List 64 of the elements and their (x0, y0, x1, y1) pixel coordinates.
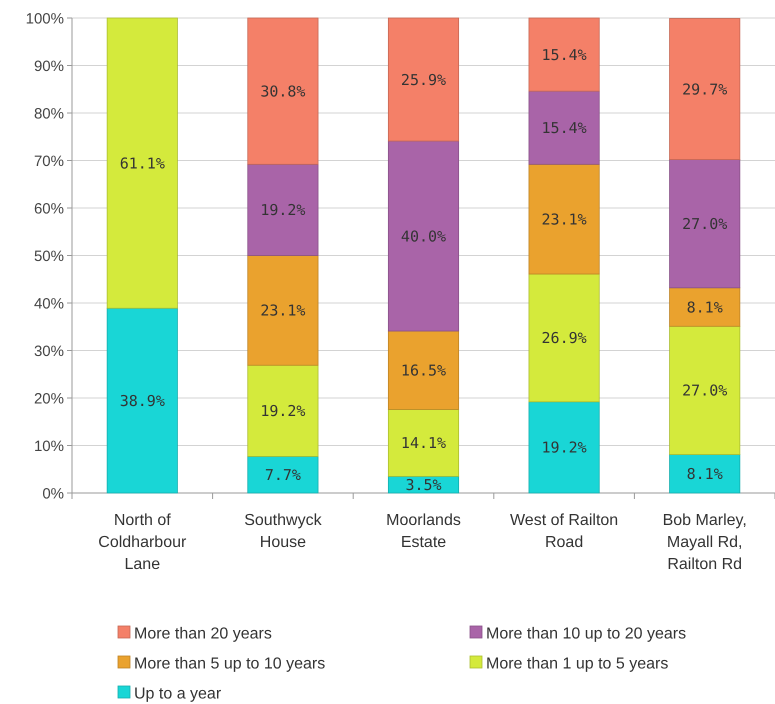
bar (247, 364, 318, 457)
bar (669, 454, 740, 494)
data-label: 19.2% (260, 201, 306, 220)
bar (388, 409, 460, 477)
data-label: 61.1% (120, 154, 165, 172)
data-label: 15.4% (542, 118, 587, 137)
bar (247, 456, 318, 494)
bar (669, 159, 740, 288)
x-tick-label: Moorlands Estate (386, 512, 461, 551)
legend-label: More than 1 up to 5 years (486, 656, 668, 673)
bar (528, 90, 600, 165)
data-label: 27.0% (682, 382, 728, 400)
y-tick-label: 40% (34, 295, 64, 312)
y-tick-label: 30% (34, 342, 64, 360)
bar (106, 18, 178, 309)
data-label: 15.4% (542, 46, 587, 64)
data-label: 27.0% (682, 214, 728, 233)
legend-label: More than 5 up to 10 years (134, 656, 326, 673)
data-label: 14.1% (400, 434, 446, 452)
bar (247, 18, 318, 165)
bar (528, 164, 600, 274)
y-tick-label: 20% (34, 390, 64, 408)
y-tick-label: 0% (42, 485, 64, 502)
y-tick-label: 60% (34, 200, 64, 218)
y-tick-label: 80% (34, 105, 64, 122)
data-label: 23.1% (542, 210, 587, 228)
bar (528, 274, 600, 402)
bar (247, 255, 318, 366)
bar (388, 140, 460, 332)
data-label: 7.7% (264, 466, 301, 484)
y-tick-label: 50% (34, 248, 64, 265)
data-label: 8.1% (686, 465, 723, 484)
data-label: 3.5% (405, 476, 442, 494)
bar (528, 18, 600, 92)
data-label: 19.2% (542, 438, 587, 457)
data-label: 29.7% (682, 80, 728, 98)
y-tick-label: 90% (34, 58, 64, 75)
data-label: 8.1% (686, 298, 723, 316)
data-label: 26.9% (542, 329, 587, 348)
data-label: 23.1% (260, 302, 306, 320)
y-tick-label: 100% (26, 10, 64, 28)
bar (388, 18, 460, 142)
data-label: 16.5% (400, 361, 446, 380)
bar (106, 308, 178, 494)
legend-label: More than 20 years (134, 626, 272, 643)
legend-label: Up to a year (134, 686, 222, 703)
bar (247, 164, 318, 256)
x-tick-label: North of Coldharbour Lane (98, 512, 187, 573)
bar (669, 326, 740, 455)
y-tick-label: 70% (34, 152, 64, 170)
legend-label: More than 10 up to 20 years (486, 626, 686, 643)
bar (669, 18, 740, 160)
x-tick-label: Southwyck House (244, 512, 323, 551)
data-label: 38.9% (120, 392, 165, 410)
bar (528, 401, 600, 494)
data-label: 30.8% (260, 82, 306, 100)
x-tick-label: Bob Marley, Mayall Rd, Railton Rd (662, 512, 747, 573)
data-label: 19.2% (260, 402, 306, 420)
data-label: 40.0% (400, 227, 446, 246)
bar (669, 287, 740, 327)
data-label: 25.9% (400, 70, 446, 89)
y-tick-label: 10% (34, 438, 64, 455)
bar (388, 330, 460, 410)
x-tick-label: West of Railton Road (510, 512, 618, 551)
